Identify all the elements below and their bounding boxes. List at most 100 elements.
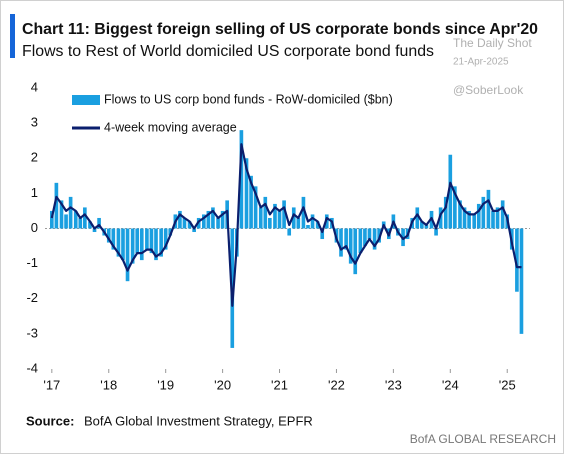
x-tick-label: '25	[499, 377, 516, 392]
chart-subtitle: Flows to Rest of World domiciled US corp…	[22, 43, 434, 60]
bar	[178, 210, 182, 229]
bar	[424, 224, 429, 229]
bar	[83, 207, 87, 229]
bar	[438, 207, 443, 229]
bar	[310, 214, 315, 229]
moving-average-line	[50, 143, 522, 307]
bar	[125, 228, 130, 282]
bar	[139, 228, 144, 261]
bar	[154, 228, 158, 261]
bar	[68, 196, 73, 229]
bar	[291, 207, 296, 229]
y-tick-label: 1	[31, 185, 38, 200]
bar	[353, 228, 358, 275]
x-tick-label: '18	[100, 377, 117, 392]
bar	[315, 221, 320, 229]
bar	[64, 214, 68, 229]
watermark: The Daily Shot	[453, 36, 532, 50]
x-tick-label: '23	[385, 377, 402, 392]
bar	[277, 210, 282, 229]
x-tick-label: '19	[157, 377, 174, 392]
bar	[106, 228, 111, 243]
bar	[73, 210, 78, 229]
bar	[163, 228, 168, 250]
bar	[253, 186, 258, 229]
bar	[306, 224, 310, 229]
bar	[273, 203, 277, 229]
y-tick-label: -1	[26, 255, 38, 270]
footer: BofA GLOBAL RESEARCH	[410, 432, 556, 446]
bar	[453, 186, 457, 229]
bar	[130, 228, 135, 264]
bar	[220, 210, 225, 229]
bar	[481, 196, 486, 229]
bar	[363, 228, 367, 247]
bar	[344, 228, 348, 250]
chart-title: Chart 11: Biggest foreign selling of US …	[22, 21, 538, 38]
bar	[486, 189, 491, 229]
source: BofA Global Investment Strategy, EPFR	[84, 413, 313, 428]
bar	[50, 210, 54, 229]
bar	[216, 217, 220, 229]
bar	[88, 221, 92, 229]
bar	[443, 196, 448, 229]
watermark-date: 21-Apr-2025	[453, 57, 509, 68]
bar	[500, 200, 505, 229]
y-tick-label: 0	[31, 220, 38, 235]
bar	[282, 200, 286, 229]
bar	[519, 228, 524, 334]
bar	[249, 175, 253, 229]
bar	[491, 210, 495, 229]
y-tick-label: -2	[26, 290, 38, 305]
bar	[472, 214, 477, 229]
bar	[296, 217, 301, 229]
y-tick-label: -4	[26, 360, 38, 375]
x-tick-label: '22	[328, 377, 345, 392]
bar	[367, 228, 372, 240]
legend-label: 4-week moving average	[104, 120, 237, 134]
bar	[420, 221, 424, 229]
bar	[515, 228, 519, 292]
bar	[192, 228, 196, 233]
bar	[287, 228, 292, 236]
bar	[135, 228, 140, 254]
bar	[358, 228, 363, 254]
accent-bar	[10, 14, 15, 58]
bar	[159, 228, 163, 257]
bar	[258, 207, 263, 229]
legend-label: Flows to US corp bond funds - RoW-domici…	[104, 92, 393, 106]
x-tick-label: '21	[271, 377, 288, 392]
legend-swatch	[72, 95, 100, 105]
bar	[268, 217, 272, 229]
x-tick-label: '17	[43, 377, 60, 392]
bar	[92, 228, 97, 233]
bar	[145, 228, 149, 250]
bar	[182, 217, 187, 229]
bar	[320, 228, 325, 240]
bar	[372, 228, 377, 250]
x-tick-label: '24	[442, 377, 459, 392]
bar	[263, 196, 268, 229]
bar	[448, 154, 453, 229]
bar	[495, 207, 500, 229]
y-tick-label: 2	[31, 150, 38, 165]
bar	[149, 228, 154, 254]
bar	[78, 217, 83, 229]
watermark-handle: @SoberLook	[453, 83, 524, 97]
bar	[116, 228, 121, 257]
bar	[201, 214, 206, 229]
bar	[206, 210, 211, 229]
bar	[458, 200, 462, 229]
bar	[301, 196, 306, 229]
y-tick-label: -3	[26, 325, 38, 340]
bar	[434, 228, 438, 236]
x-tick-label: '20	[214, 377, 231, 392]
bar	[168, 228, 173, 236]
bar	[187, 221, 192, 229]
y-tick-label: 3	[31, 115, 38, 130]
bar	[59, 200, 64, 229]
bar	[211, 207, 215, 229]
bar	[121, 228, 125, 261]
